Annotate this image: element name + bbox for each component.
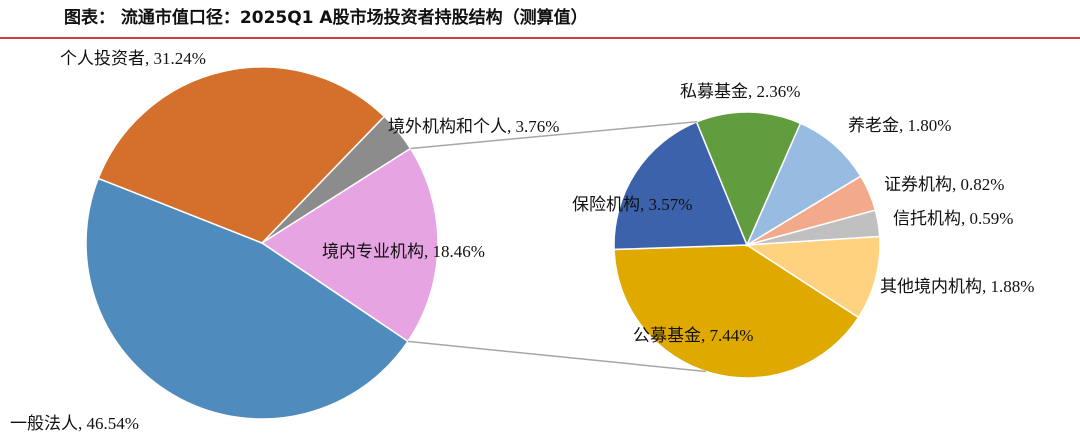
data-label: 个人投资者, 31.24% (60, 49, 206, 68)
pie-slice (695, 111, 802, 247)
data-label: 境内专业机构, 18.46% (322, 242, 485, 261)
data-label: 一般法人, 46.54% (10, 414, 139, 433)
data-label: 公募基金, 7.44% (633, 326, 753, 345)
data-label: 私募基金, 2.36% (680, 82, 800, 101)
data-label: 其他境内机构, 1.88% (880, 277, 1034, 296)
chart-title: 图表： 流通市值口径：2025Q1 A股市场投资者持股结构（测算值） (64, 7, 588, 28)
pie-slice (97, 66, 386, 244)
pie-slice (745, 122, 862, 247)
connector-line (407, 340, 706, 373)
data-label: 养老金, 1.80% (848, 116, 951, 135)
data-label: 信托机构, 0.59% (893, 209, 1013, 228)
data-label: 证券机构, 0.82% (884, 175, 1004, 194)
pie-slice (744, 235, 881, 319)
data-label: 境外机构和个人, 3.76% (388, 117, 559, 136)
pie-slice (260, 147, 439, 343)
data-label: 保险机构, 3.57% (572, 195, 692, 214)
pie-slice (613, 120, 749, 251)
pie-slice (85, 177, 409, 420)
connector-line (410, 120, 698, 150)
